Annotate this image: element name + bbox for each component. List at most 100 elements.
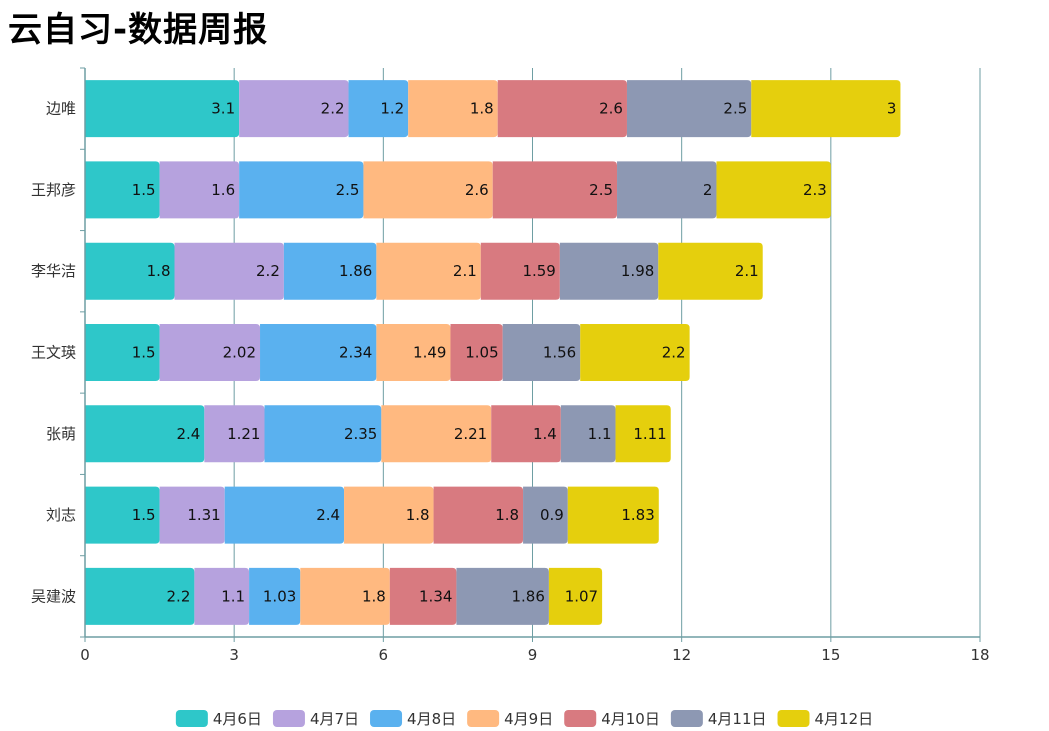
data-label: 1.34	[419, 587, 452, 605]
bar-segment[interactable]	[559, 242, 659, 300]
bar-segment[interactable]	[615, 405, 671, 463]
bar-segment[interactable]	[239, 161, 364, 219]
bar-segment[interactable]	[159, 324, 261, 381]
x-tick-label: 12	[672, 646, 691, 664]
data-label: 1.49	[413, 344, 446, 362]
bar-segment[interactable]	[85, 161, 160, 219]
bar-segment[interactable]	[751, 80, 901, 138]
legend-label: 4月9日	[504, 710, 553, 728]
legend[interactable]: 4月6日 4月7日 4月8日 4月9日 4月10日 4月11日 4月12日	[175, 710, 874, 728]
bar-segment[interactable]	[523, 486, 568, 544]
legend-swatch	[272, 710, 305, 727]
data-label: 1.03	[263, 587, 296, 605]
bar-segment[interactable]	[456, 567, 549, 625]
bar-segment[interactable]	[497, 80, 627, 138]
legend-item[interactable]: 4月9日	[467, 710, 553, 728]
bar-segment[interactable]	[85, 242, 175, 300]
bar-series: 2.2 1.1 1.03 1.8 1.34 1.86 1.07 1.5 1.31 2.4 1.8 1.…	[85, 80, 901, 625]
data-label: 1.5	[132, 181, 156, 199]
legend-swatch	[175, 710, 208, 727]
data-label: 1.1	[221, 587, 245, 605]
legend-item[interactable]: 4月7日	[272, 710, 359, 728]
data-label: 2.4	[316, 506, 340, 524]
data-label: 1.8	[495, 506, 519, 524]
bar-segment[interactable]	[204, 405, 265, 463]
bar-segment[interactable]	[450, 324, 503, 381]
data-label: 2.2	[167, 587, 191, 605]
data-label: 2.5	[589, 181, 613, 199]
bar-segment[interactable]	[194, 567, 250, 625]
data-label: 1.07	[565, 587, 598, 605]
bar-segment[interactable]	[344, 486, 434, 544]
data-label: 1.2	[380, 100, 404, 118]
bar-segment[interactable]	[85, 405, 205, 463]
page-title: 云自习-数据周报	[8, 10, 269, 50]
bar-segment[interactable]	[348, 80, 409, 138]
bar-segment[interactable]	[548, 567, 603, 625]
x-tick-label: 9	[528, 646, 538, 664]
data-label: 1.83	[621, 506, 654, 524]
bar-segment[interactable]	[716, 161, 831, 219]
data-label: 1.98	[621, 262, 654, 280]
data-label: 2.6	[465, 181, 489, 199]
legend-item[interactable]: 4月12日	[777, 710, 874, 728]
bar-segment[interactable]	[480, 242, 560, 300]
data-label: 1.1	[588, 425, 612, 443]
bar-segment[interactable]	[567, 486, 659, 544]
bar-segment[interactable]	[249, 567, 301, 625]
bar-segment[interactable]	[617, 161, 717, 219]
data-label: 2.1	[735, 262, 759, 280]
bar-segment[interactable]	[85, 567, 195, 625]
data-label: 2.2	[662, 344, 686, 362]
legend-label: 4月7日	[310, 710, 359, 728]
data-label: 3.1	[211, 100, 235, 118]
category-label: 王邦彦	[31, 181, 76, 199]
legend-swatch	[467, 710, 500, 727]
bar-segment[interactable]	[283, 242, 377, 300]
legend-label: 4月8日	[407, 710, 456, 728]
data-label: 1.5	[132, 344, 156, 362]
bar-segment[interactable]	[658, 242, 763, 300]
bar-segment[interactable]	[626, 80, 752, 138]
bar-segment[interactable]	[491, 405, 561, 463]
bar-segment[interactable]	[560, 405, 616, 463]
bar-segment[interactable]	[300, 567, 390, 625]
bar-segment[interactable]	[580, 324, 690, 381]
legend-swatch	[370, 710, 403, 727]
legend-item[interactable]: 4月11日	[670, 710, 767, 728]
data-label: 1.8	[362, 587, 386, 605]
data-label: 1.86	[339, 262, 372, 280]
bar-segment[interactable]	[260, 324, 377, 381]
bar-segment[interactable]	[376, 324, 451, 381]
bar-segment[interactable]	[363, 161, 493, 219]
data-label: 1.31	[187, 506, 220, 524]
category-label: 边唯	[46, 100, 76, 118]
bar-segment[interactable]	[174, 242, 284, 300]
category-label: 张萌	[46, 425, 76, 443]
bar-segment[interactable]	[376, 242, 481, 300]
bar-segment[interactable]	[85, 80, 240, 138]
bar-segment[interactable]	[389, 567, 457, 625]
x-tick-label: 0	[80, 646, 90, 664]
bar-segment[interactable]	[408, 80, 498, 138]
bar-segment[interactable]	[239, 80, 349, 138]
data-label: 1.05	[465, 344, 498, 362]
bar-segment[interactable]	[502, 324, 581, 381]
bar-segment[interactable]	[85, 324, 160, 381]
bar-segment[interactable]	[492, 161, 618, 219]
bar-segment[interactable]	[433, 486, 524, 544]
bar-segment[interactable]	[264, 405, 382, 463]
data-label: 2.1	[453, 262, 477, 280]
data-label: 2.34	[339, 344, 372, 362]
bar-segment[interactable]	[85, 486, 160, 544]
legend-label: 4月10日	[601, 710, 660, 728]
legend-item[interactable]: 4月10日	[564, 710, 660, 728]
bar-segment[interactable]	[224, 486, 345, 544]
legend-item[interactable]: 4月6日	[175, 710, 262, 728]
legend-item[interactable]: 4月8日	[370, 710, 456, 728]
bar-segment[interactable]	[381, 405, 492, 463]
bar-segment[interactable]	[159, 486, 225, 544]
data-label: 0.9	[540, 506, 564, 524]
bar-segment[interactable]	[159, 161, 240, 219]
data-label: 1.11	[633, 425, 666, 443]
